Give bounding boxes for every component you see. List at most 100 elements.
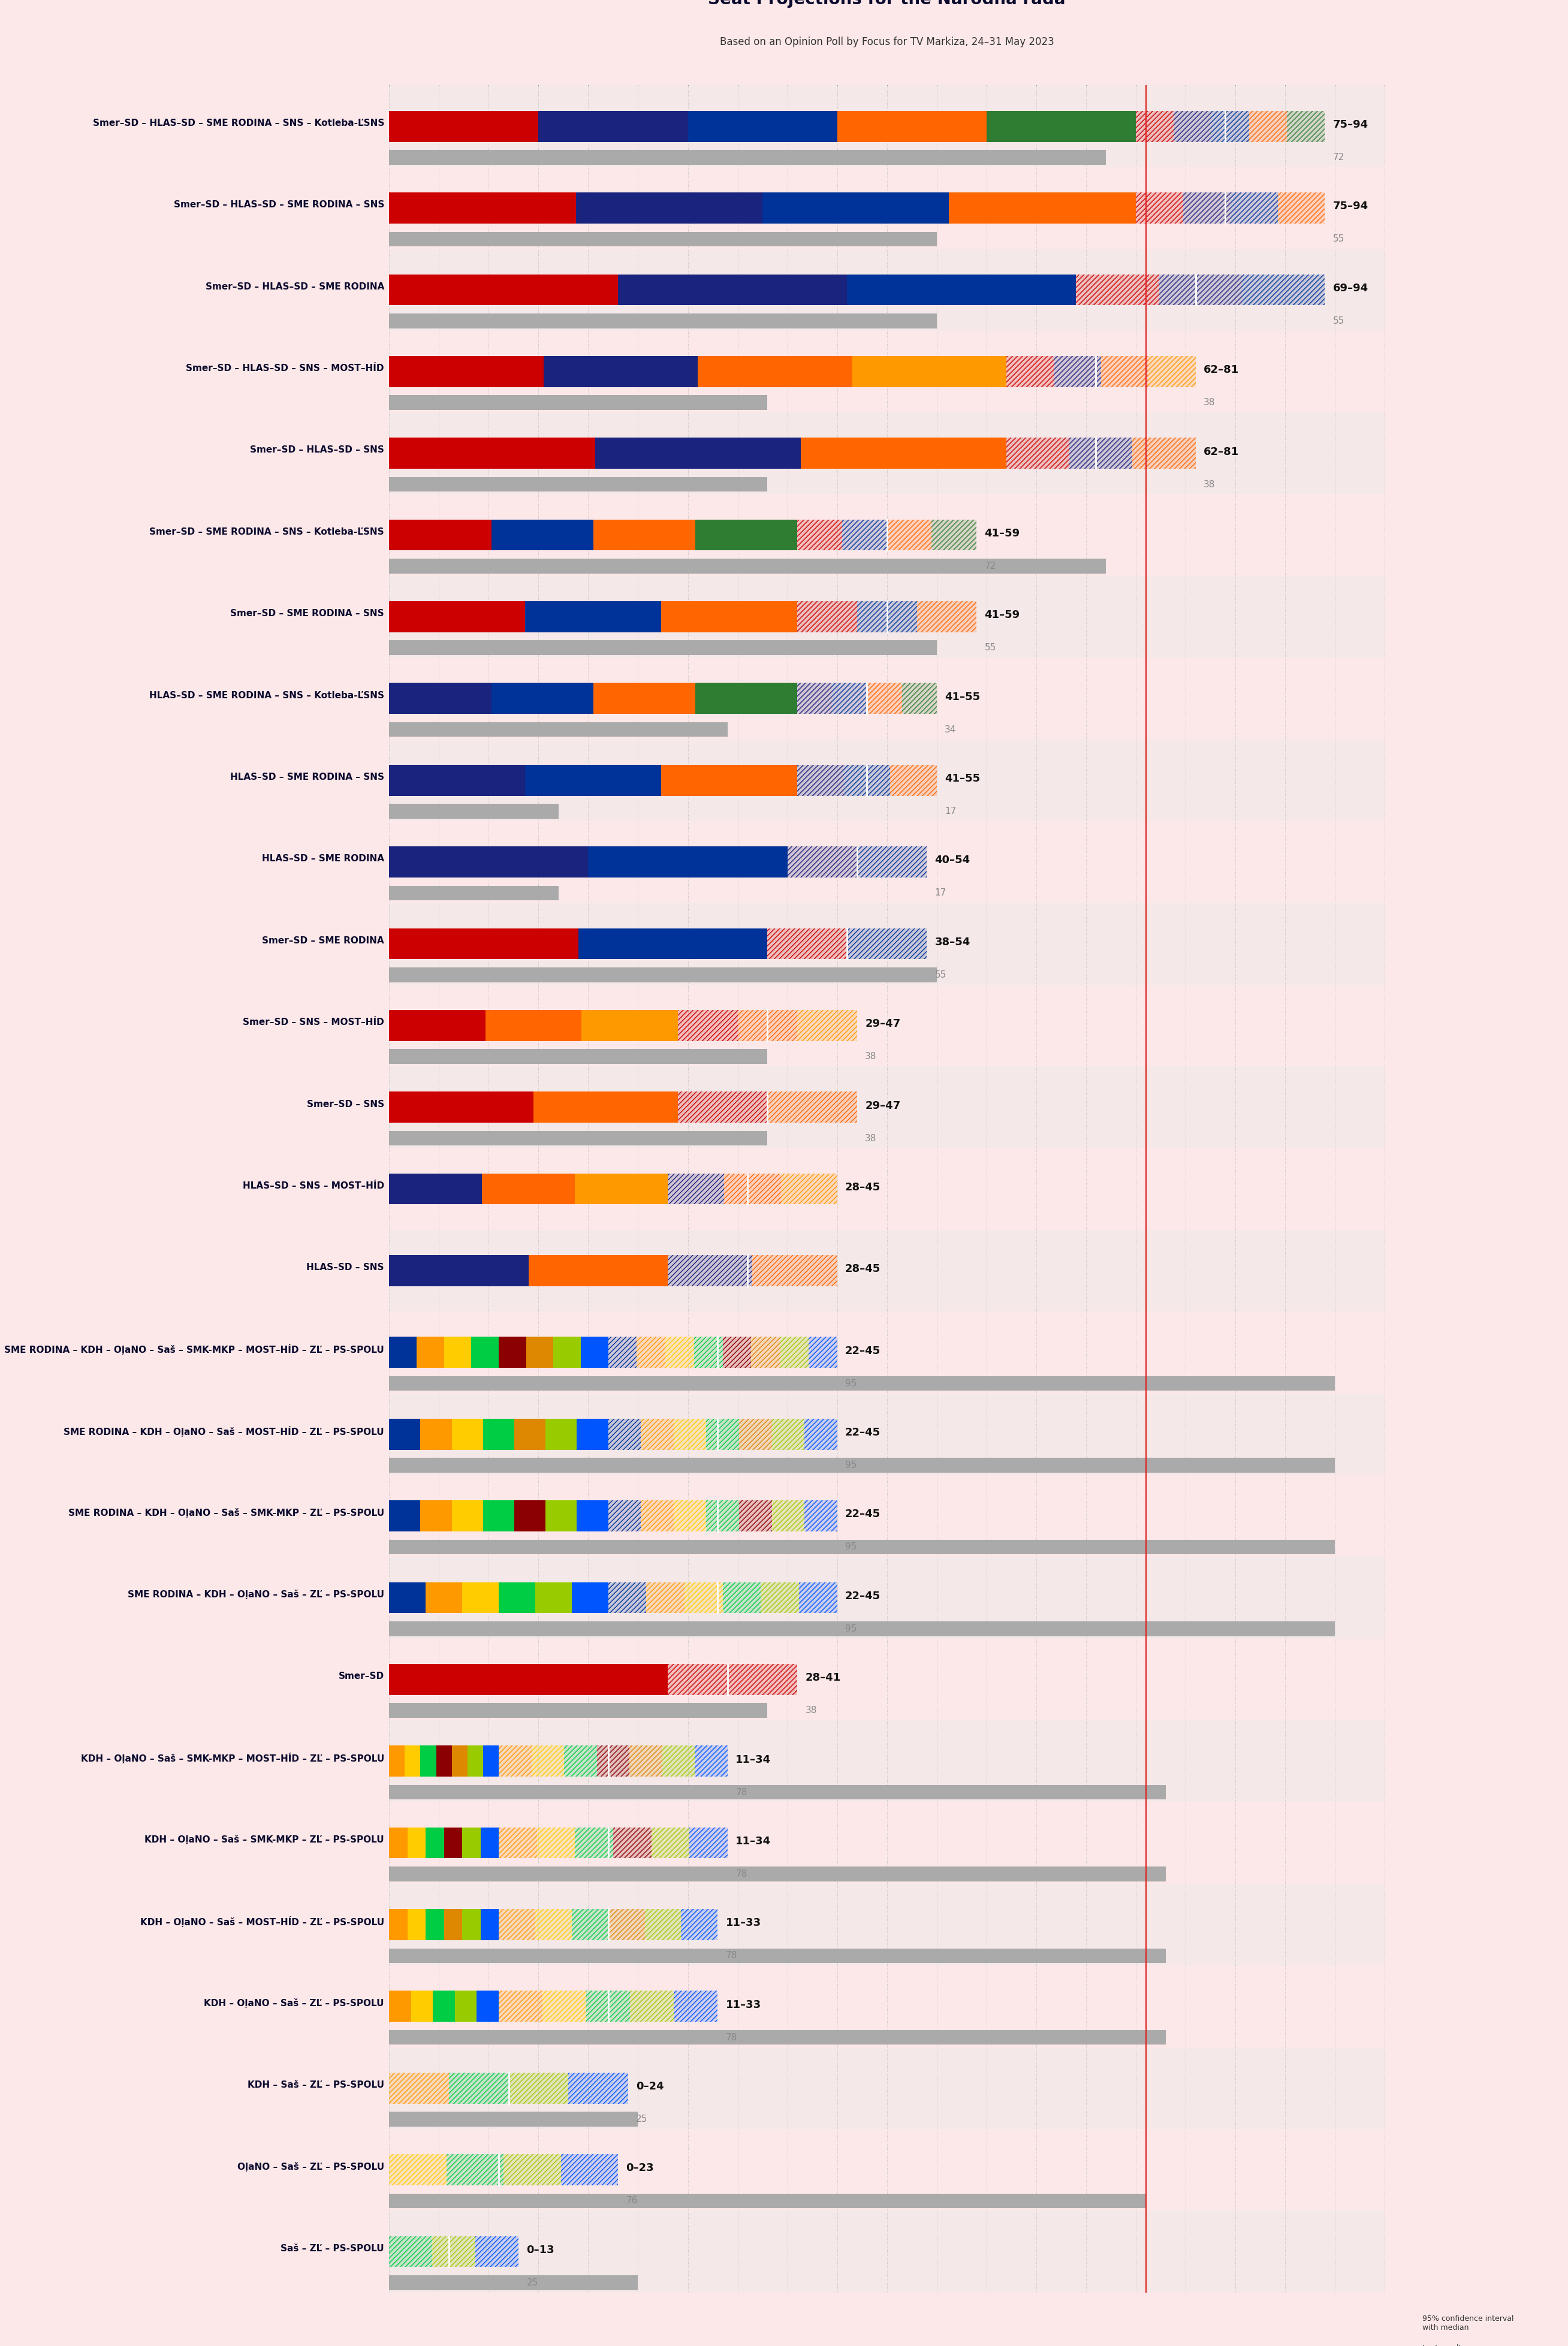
Bar bbox=[760, 1581, 800, 1614]
Text: 28–45: 28–45 bbox=[845, 1182, 881, 1192]
Bar bbox=[588, 847, 787, 877]
Bar bbox=[389, 274, 618, 305]
Bar bbox=[662, 765, 797, 795]
Bar bbox=[389, 1992, 411, 2022]
Text: 76: 76 bbox=[626, 2196, 638, 2205]
Bar bbox=[389, 1539, 1334, 1555]
Bar bbox=[389, 394, 767, 411]
Text: HLAS–SD – SNS: HLAS–SD – SNS bbox=[307, 1262, 384, 1272]
Text: 55: 55 bbox=[1333, 235, 1344, 244]
Bar bbox=[1184, 192, 1231, 223]
Bar bbox=[668, 1173, 724, 1203]
Bar bbox=[753, 1255, 837, 1286]
Bar bbox=[389, 1884, 1385, 1966]
Bar bbox=[420, 1419, 452, 1450]
Bar bbox=[797, 1009, 858, 1042]
Bar bbox=[389, 2128, 1385, 2210]
Bar bbox=[771, 1501, 804, 1532]
Bar bbox=[891, 765, 936, 795]
Bar bbox=[389, 1049, 767, 1063]
Bar bbox=[536, 1828, 575, 1858]
Bar bbox=[809, 1337, 837, 1368]
Text: 25: 25 bbox=[637, 2114, 648, 2123]
Bar bbox=[1007, 357, 1054, 387]
Bar bbox=[448, 2072, 508, 2104]
Bar bbox=[389, 765, 525, 795]
Text: 78: 78 bbox=[735, 1788, 746, 1797]
Bar bbox=[433, 2236, 475, 2266]
Bar bbox=[389, 847, 588, 877]
Text: OļaNO – Saš – ZĽ – PS-SPOLU: OļaNO – Saš – ZĽ – PS-SPOLU bbox=[237, 2163, 384, 2172]
Bar bbox=[891, 765, 936, 795]
Bar bbox=[804, 1419, 837, 1450]
Bar bbox=[644, 1910, 681, 1940]
Bar bbox=[771, 1419, 804, 1450]
Bar bbox=[389, 1255, 528, 1286]
Bar bbox=[695, 683, 797, 713]
Bar bbox=[389, 2029, 1165, 2046]
Bar bbox=[1132, 439, 1195, 469]
Bar bbox=[674, 1419, 706, 1450]
Text: 69–94: 69–94 bbox=[1333, 284, 1369, 293]
Bar bbox=[389, 601, 525, 633]
Bar bbox=[580, 1337, 608, 1368]
Bar bbox=[641, 1419, 674, 1450]
Bar bbox=[685, 1581, 723, 1614]
Bar bbox=[779, 1337, 809, 1368]
Text: 78: 78 bbox=[726, 2034, 737, 2041]
Bar bbox=[844, 765, 891, 795]
Bar bbox=[389, 2194, 1146, 2208]
Text: 22–45: 22–45 bbox=[845, 1347, 881, 1356]
Bar bbox=[389, 657, 1385, 739]
Bar bbox=[858, 847, 927, 877]
Text: 95: 95 bbox=[845, 1541, 856, 1551]
Bar bbox=[389, 249, 1385, 331]
Bar bbox=[677, 1009, 737, 1042]
Text: 95: 95 bbox=[845, 1462, 856, 1469]
Bar bbox=[668, 1663, 797, 1694]
Bar bbox=[389, 2072, 448, 2104]
Bar bbox=[797, 765, 844, 795]
Text: 11–33: 11–33 bbox=[726, 1917, 760, 1928]
Text: 72: 72 bbox=[985, 561, 996, 570]
Bar bbox=[1069, 439, 1132, 469]
Bar bbox=[739, 1419, 771, 1450]
Bar bbox=[767, 1091, 858, 1124]
Bar bbox=[695, 1337, 723, 1368]
Bar bbox=[575, 1828, 613, 1858]
Text: Smer–SD – SNS – MOST–HÍD: Smer–SD – SNS – MOST–HÍD bbox=[243, 1018, 384, 1028]
Text: 17: 17 bbox=[935, 889, 946, 899]
Bar bbox=[674, 1992, 718, 2022]
Bar bbox=[690, 1828, 728, 1858]
Bar bbox=[706, 1419, 739, 1450]
Bar bbox=[858, 601, 917, 633]
Bar bbox=[564, 1745, 597, 1776]
Bar bbox=[593, 518, 695, 551]
Bar bbox=[662, 1745, 695, 1776]
Bar bbox=[499, 1992, 543, 2022]
Bar bbox=[533, 1091, 677, 1124]
Text: 25: 25 bbox=[527, 2278, 538, 2287]
Bar bbox=[608, 1501, 641, 1532]
Bar bbox=[641, 1501, 674, 1532]
Bar bbox=[483, 1745, 499, 1776]
Text: Smer–SD – SME RODINA – SNS – Kotleba-ĽSNS: Smer–SD – SME RODINA – SNS – Kotleba-ĽSN… bbox=[149, 528, 384, 537]
Bar bbox=[644, 1910, 681, 1940]
Bar bbox=[389, 1501, 420, 1532]
Bar bbox=[535, 1910, 572, 1940]
Bar bbox=[417, 1337, 444, 1368]
Bar bbox=[463, 1910, 480, 1940]
Bar bbox=[535, 1910, 572, 1940]
Text: SME RODINA – KDH – OļaNO – Saš – SMK-MKP – MOST–HÍD – ZĽ – PS-SPOLU: SME RODINA – KDH – OļaNO – Saš – SMK-MKP… bbox=[5, 1344, 384, 1354]
Bar bbox=[608, 1419, 641, 1450]
Bar bbox=[804, 1501, 837, 1532]
Bar bbox=[931, 518, 977, 551]
Bar bbox=[677, 1091, 767, 1124]
Bar bbox=[389, 1720, 1385, 1802]
Bar bbox=[448, 2072, 508, 2104]
Bar bbox=[1184, 192, 1231, 223]
Bar bbox=[847, 929, 927, 960]
Bar bbox=[483, 1419, 514, 1450]
Text: 38: 38 bbox=[1204, 399, 1215, 408]
Bar bbox=[641, 1419, 674, 1450]
